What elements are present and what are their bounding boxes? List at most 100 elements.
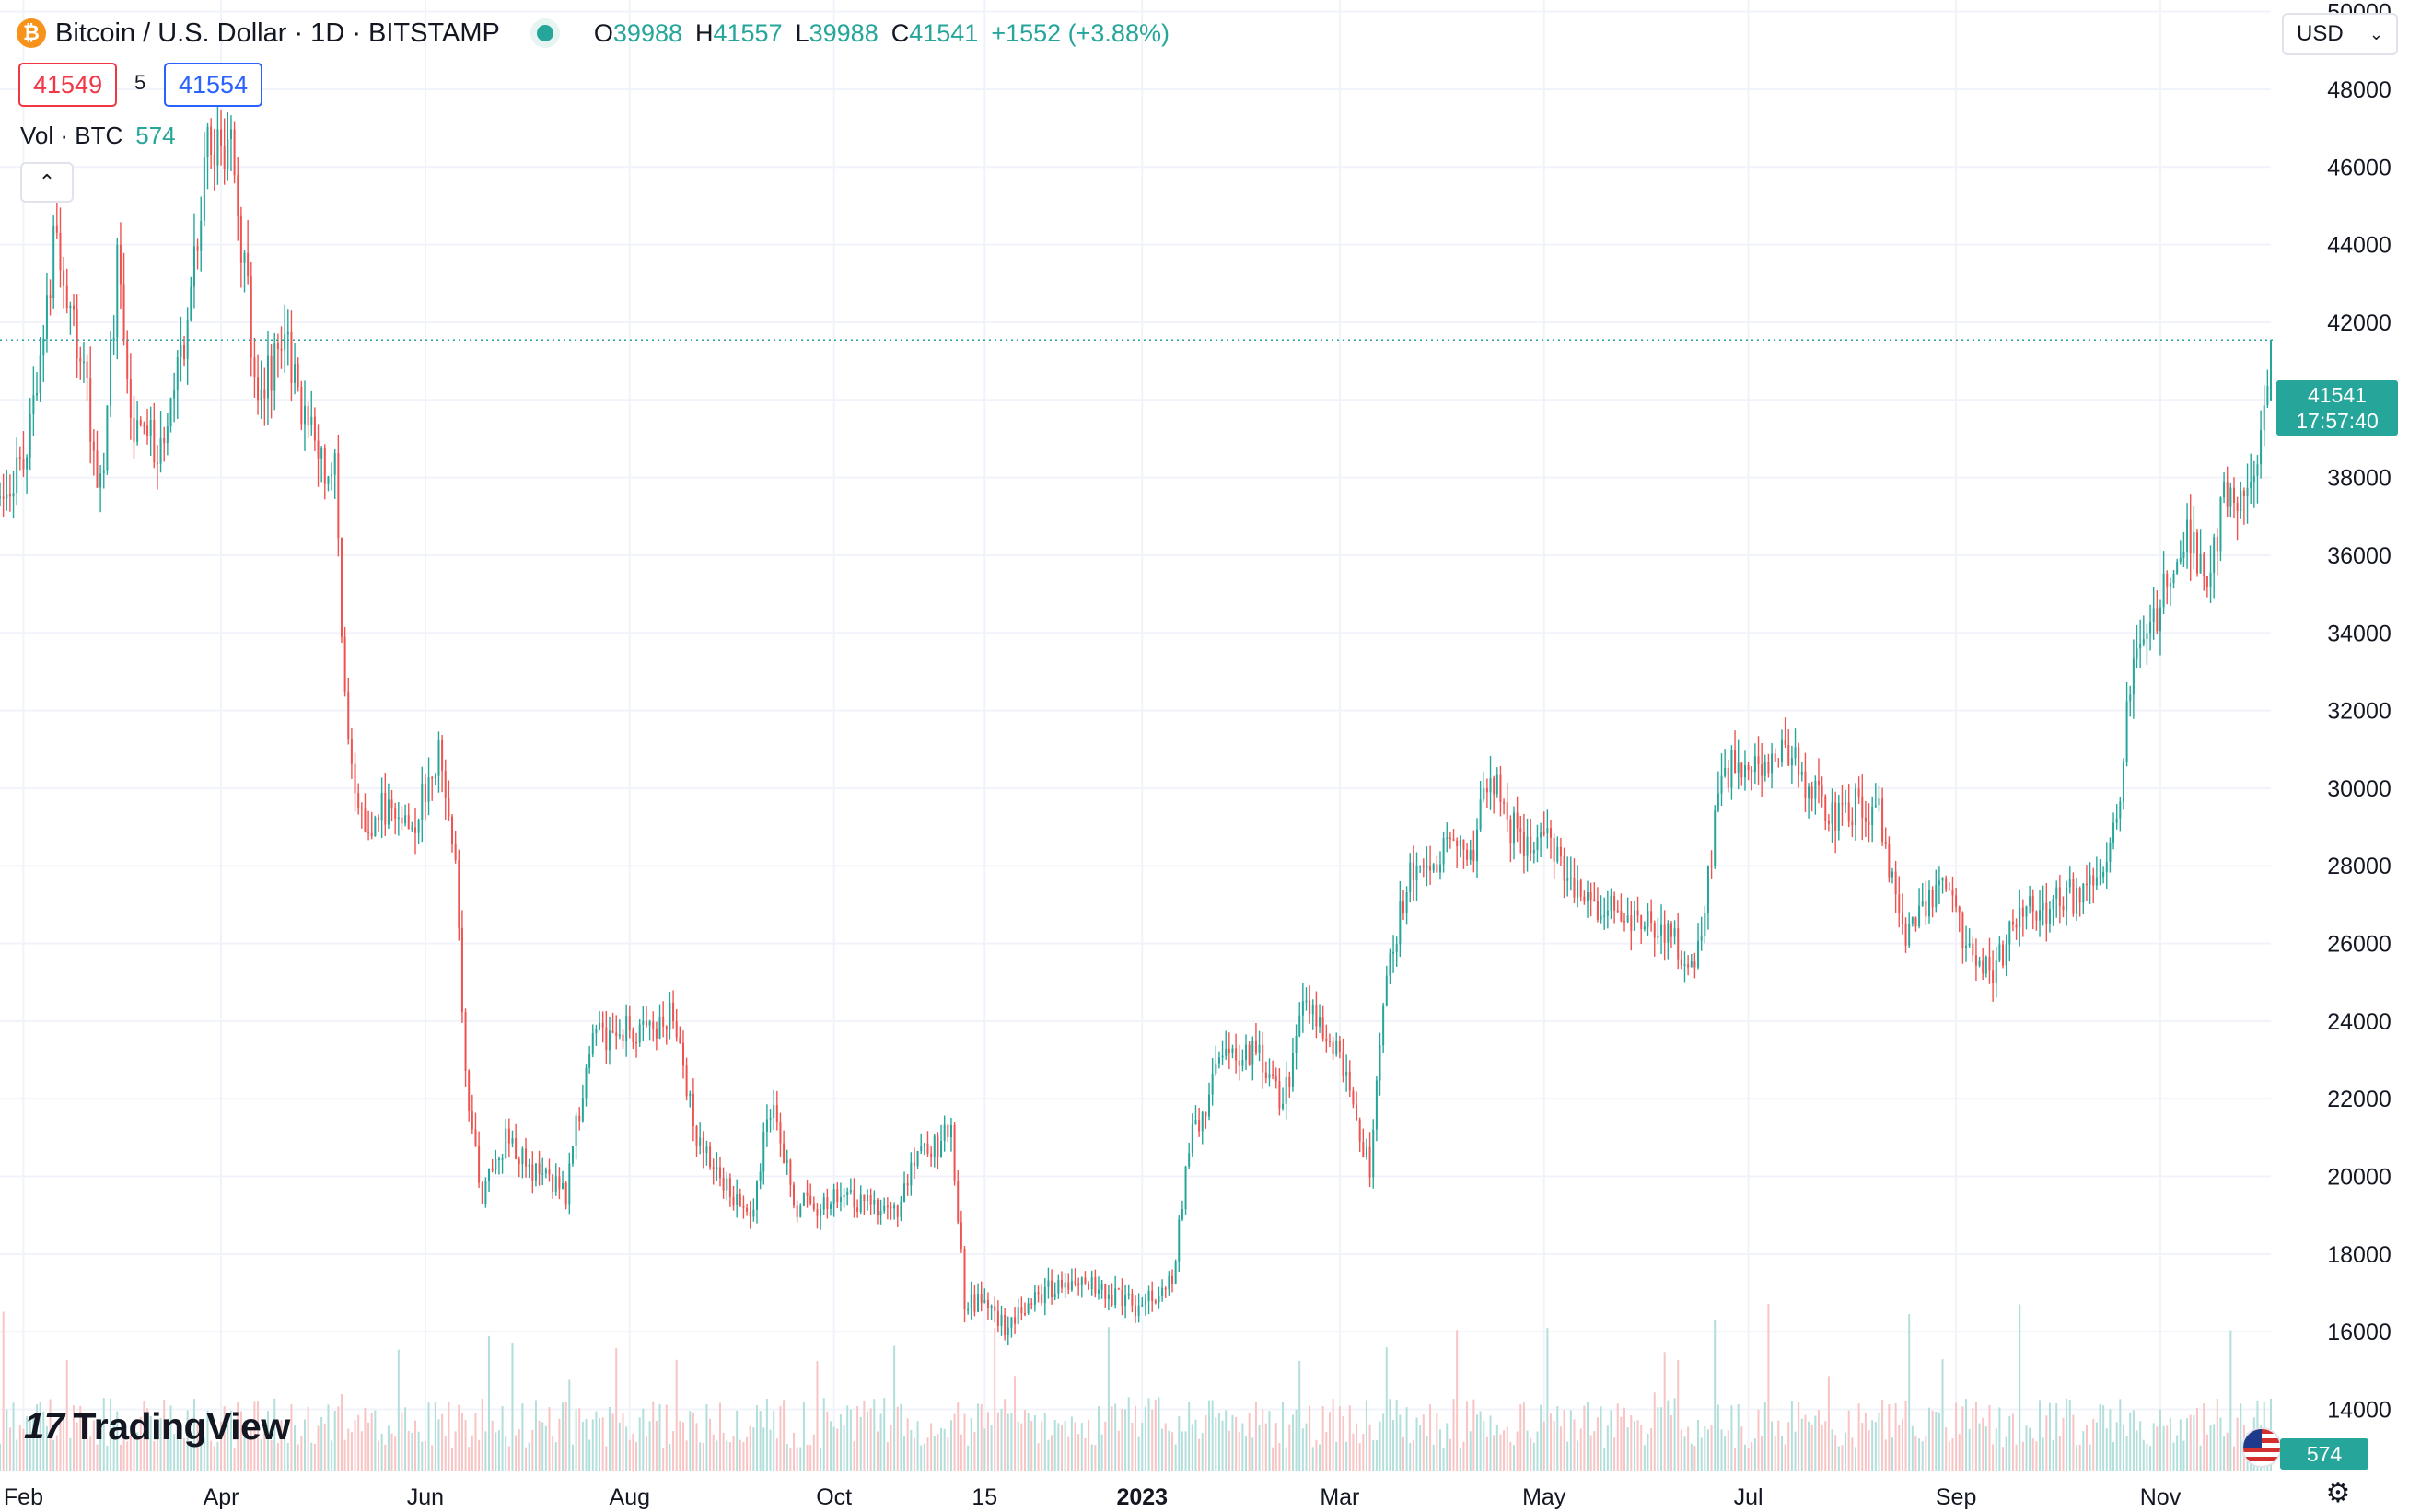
ohlc-values: O 39988 H 41557 L 39988 C 41541 +1552 (+3.88… xyxy=(581,19,1170,48)
candle-body xyxy=(2092,875,2095,886)
candle-body xyxy=(200,220,203,251)
volume-bar xyxy=(591,1419,594,1471)
candle-body xyxy=(742,1205,745,1208)
volume-bar xyxy=(863,1400,866,1471)
candle-body xyxy=(1636,910,1639,916)
volume-bar xyxy=(1992,1444,1995,1471)
volume-bar xyxy=(1757,1409,1760,1471)
candle-body xyxy=(762,1131,765,1172)
volume-bar xyxy=(2209,1425,2212,1471)
volume-bar xyxy=(2045,1415,2048,1471)
symbol-title[interactable]: Bitcoin / U.S. Dollar · 1D · BITSTAMP xyxy=(55,17,500,48)
volume-bar xyxy=(1217,1413,1220,1471)
volume-bar xyxy=(2129,1412,2132,1471)
us-flag-icon xyxy=(2241,1427,2282,1468)
candle-body xyxy=(1074,1281,1076,1284)
volume-bar xyxy=(967,1445,970,1471)
collapse-legend-button[interactable]: ⌃ xyxy=(20,162,74,203)
candle-body xyxy=(2142,638,2145,644)
candle-body xyxy=(564,1182,567,1205)
volume-bar xyxy=(39,1402,41,1471)
volume-bar xyxy=(1027,1413,1030,1471)
candle-body xyxy=(1137,1305,1140,1316)
candle-body xyxy=(2115,818,2118,823)
volume-legend[interactable]: Vol · BTC 574 xyxy=(20,122,176,150)
volume-bar xyxy=(2186,1418,2189,1471)
volume-bar xyxy=(505,1436,507,1471)
volume-bar xyxy=(728,1442,731,1471)
volume-bar xyxy=(2172,1442,2175,1471)
volume-bar xyxy=(159,1417,162,1471)
candle-body xyxy=(407,815,410,830)
volume-bar xyxy=(1509,1441,1512,1471)
volume-bar xyxy=(1291,1414,1294,1471)
volume-bar xyxy=(896,1406,899,1471)
volume-bar xyxy=(1958,1434,1961,1471)
candle-body xyxy=(1821,785,1823,797)
volume-bar xyxy=(1998,1407,2001,1471)
candle-body xyxy=(176,357,179,391)
volume-bar xyxy=(669,1444,671,1471)
volume-bar xyxy=(2136,1430,2138,1471)
candle-body xyxy=(2219,497,2222,552)
candle-body xyxy=(1208,1094,1211,1117)
candle-body xyxy=(913,1162,915,1167)
candle-body xyxy=(1763,762,1766,776)
volume-bar xyxy=(481,1398,483,1471)
volume-bar xyxy=(1935,1412,1938,1471)
candle-body xyxy=(1740,762,1743,778)
candle-body xyxy=(1372,1129,1375,1178)
candle-body xyxy=(320,448,323,459)
candle-body xyxy=(1677,928,1680,960)
volume-bar xyxy=(2021,1441,2024,1471)
candle-body xyxy=(1053,1293,1056,1298)
volume-bar xyxy=(478,1439,481,1471)
volume-bar xyxy=(273,1398,276,1471)
symbol-legend[interactable]: ₿ Bitcoin / U.S. Dollar · 1D · BITSTAMP … xyxy=(17,13,1170,53)
candle-body xyxy=(1051,1280,1053,1298)
candle-body xyxy=(18,457,21,459)
volume-bar xyxy=(284,1423,286,1471)
candle-body xyxy=(511,1137,514,1144)
candle-body xyxy=(876,1199,879,1216)
candle-body xyxy=(110,341,112,406)
candle-body xyxy=(886,1205,889,1208)
volume-bar xyxy=(370,1413,373,1471)
volume-bar xyxy=(59,1415,62,1471)
candle-body xyxy=(732,1196,735,1205)
volume-bar xyxy=(913,1437,915,1471)
volume-bar xyxy=(448,1402,450,1471)
gear-icon[interactable]: ⚙ xyxy=(2325,1477,2351,1508)
volume-bar xyxy=(1753,1438,1756,1471)
x-tick-label: Oct xyxy=(816,1484,852,1510)
volume-bar xyxy=(1462,1441,1465,1471)
candle-body xyxy=(471,1111,473,1130)
buy-price-button[interactable]: 41554 xyxy=(164,63,263,107)
candle-body xyxy=(297,364,299,387)
candle-body xyxy=(149,420,152,436)
volume-bar xyxy=(200,1437,203,1471)
candle-body xyxy=(632,1030,634,1042)
volume-bar xyxy=(99,1430,102,1471)
volume-bar xyxy=(169,1405,172,1471)
volume-bar xyxy=(1827,1376,1830,1471)
candle-body xyxy=(605,1027,608,1051)
candle-body xyxy=(1921,901,1924,906)
candle-body xyxy=(1438,864,1441,873)
sell-price-button[interactable]: 41549 xyxy=(18,63,118,107)
currency-selector[interactable]: USD ⌄ xyxy=(2282,13,2398,55)
volume-bar xyxy=(645,1436,647,1471)
volume-bar xyxy=(812,1434,815,1471)
candle-body xyxy=(401,817,403,824)
candle-body xyxy=(1412,862,1414,881)
volume-bar xyxy=(1908,1314,1911,1471)
candle-body xyxy=(2182,552,2185,558)
tradingview-logo[interactable]: 17 TradingView xyxy=(24,1405,290,1448)
candle-body xyxy=(313,416,316,441)
volume-bar xyxy=(300,1436,303,1471)
volume-bar xyxy=(1352,1433,1355,1471)
candle-body xyxy=(718,1167,721,1179)
volume-bar xyxy=(1563,1409,1565,1471)
